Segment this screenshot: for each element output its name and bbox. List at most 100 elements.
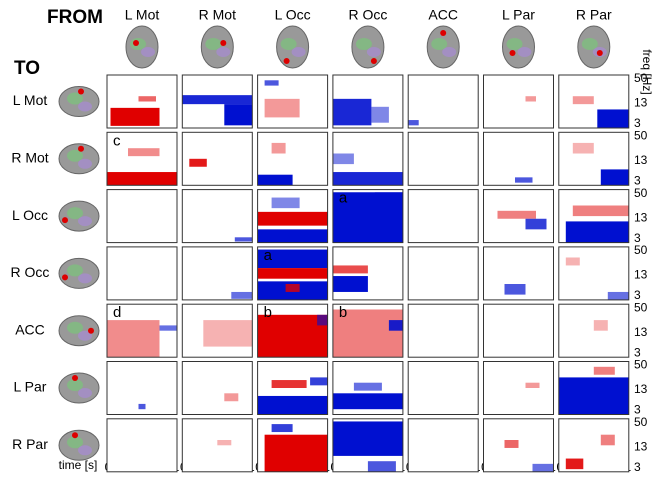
heatmap-panel <box>106 418 178 473</box>
heatmap-panel <box>558 246 630 301</box>
heatmap-panel <box>181 303 253 358</box>
heatmap-blob <box>332 265 368 274</box>
time-axis-label: time [s] <box>59 458 98 472</box>
panel-background <box>107 304 177 358</box>
panel-frame <box>483 418 554 473</box>
heatmap-blob <box>107 320 160 358</box>
row-label: L Par <box>14 379 47 395</box>
heatmap-panel <box>332 189 404 244</box>
brain-region <box>78 445 92 456</box>
heatmap-blob <box>224 393 239 402</box>
panel-frame <box>407 189 479 244</box>
heatmap-panel <box>407 246 479 301</box>
row-label: R Par <box>12 436 48 452</box>
region-marker <box>62 217 68 224</box>
heatmap-panel <box>181 418 253 473</box>
heatmap-blob <box>565 257 580 266</box>
brain-region <box>366 47 381 57</box>
heatmap-panel <box>483 361 554 415</box>
region-marker <box>72 432 78 439</box>
heatmap-panel <box>332 361 404 415</box>
heatmap-blob <box>271 424 293 433</box>
panel-background <box>408 361 479 415</box>
heatmap-panel <box>106 303 178 358</box>
heatmap-blob <box>182 95 253 105</box>
panel-frame <box>257 131 329 186</box>
freq-tick-label: 50 <box>634 128 648 142</box>
heatmap-blob <box>525 382 540 388</box>
brain-region <box>442 47 457 57</box>
heatmap-blob <box>374 192 403 206</box>
panel-frame <box>257 303 329 358</box>
heatmap-blob <box>593 366 615 375</box>
heatmap-panel <box>106 74 178 129</box>
heatmap-blob <box>572 142 594 154</box>
panel-frame <box>332 361 404 415</box>
panel-frame <box>483 303 554 358</box>
heatmap-panel <box>483 131 554 186</box>
heatmap-blob <box>257 395 328 415</box>
freq-tick-label: 3 <box>634 403 641 417</box>
panel-frame <box>106 303 178 358</box>
freq-tick-label: 13 <box>634 382 648 396</box>
heatmap-panel <box>407 189 479 244</box>
heatmap-blob <box>257 174 293 186</box>
panel-background <box>182 189 253 243</box>
column-label: R Occ <box>348 7 387 23</box>
freq-tick-label: 13 <box>634 96 648 110</box>
heatmap-blob <box>532 463 554 472</box>
panel-background <box>408 418 479 472</box>
brain-side-view <box>58 429 100 461</box>
column-label: R Mot <box>199 7 236 23</box>
freq-tick-label: 13 <box>634 325 648 339</box>
heatmap-blob <box>607 291 629 300</box>
panel-frame <box>181 246 253 301</box>
heatmap-panel <box>407 418 479 473</box>
heatmap-panel <box>257 189 329 244</box>
panel-frame <box>181 74 253 129</box>
brain-top-view <box>351 25 385 69</box>
heatmap-panel <box>181 131 253 186</box>
panel-background <box>558 304 629 358</box>
panel-frame <box>181 131 253 186</box>
heatmap-blob <box>217 440 232 446</box>
panel-frame <box>483 246 554 301</box>
freq-tick-label: 13 <box>634 210 648 224</box>
panel-frame <box>106 74 178 129</box>
heatmap-blob <box>600 169 629 186</box>
brain-side-view <box>58 315 100 347</box>
panel-label: d <box>113 304 121 321</box>
heatmap-blob <box>572 96 594 105</box>
heatmap-blob <box>138 403 146 410</box>
heatmap-blob <box>107 172 177 186</box>
brain-region <box>581 38 598 50</box>
heatmap-panel <box>181 74 253 129</box>
panel-background <box>483 304 554 358</box>
heatmap-blob <box>367 461 396 472</box>
brain-region <box>78 388 92 398</box>
heatmap-panel <box>332 303 404 358</box>
panel-frame <box>558 74 630 129</box>
freq-tick-label: 13 <box>634 439 648 453</box>
heatmap-panel <box>483 74 554 129</box>
panel-frame <box>106 418 178 473</box>
region-marker <box>62 274 68 281</box>
heatmap-panel <box>558 418 630 473</box>
brain-region <box>67 321 83 334</box>
panel-background <box>483 132 554 186</box>
panel-frame <box>257 246 329 301</box>
heatmap-blob <box>572 205 629 217</box>
region-marker <box>370 58 377 64</box>
brain-region <box>67 436 83 449</box>
heatmap-panel <box>407 361 479 415</box>
heatmap-blob <box>138 96 156 102</box>
row-label: L Occ <box>12 207 48 223</box>
panel-background <box>408 189 479 243</box>
region-marker <box>72 375 78 381</box>
panel-frame <box>407 246 479 301</box>
column-label: R Par <box>576 7 612 23</box>
brain-region <box>78 158 92 169</box>
heatmap-blob <box>600 434 615 446</box>
heatmap-blob <box>332 276 368 292</box>
